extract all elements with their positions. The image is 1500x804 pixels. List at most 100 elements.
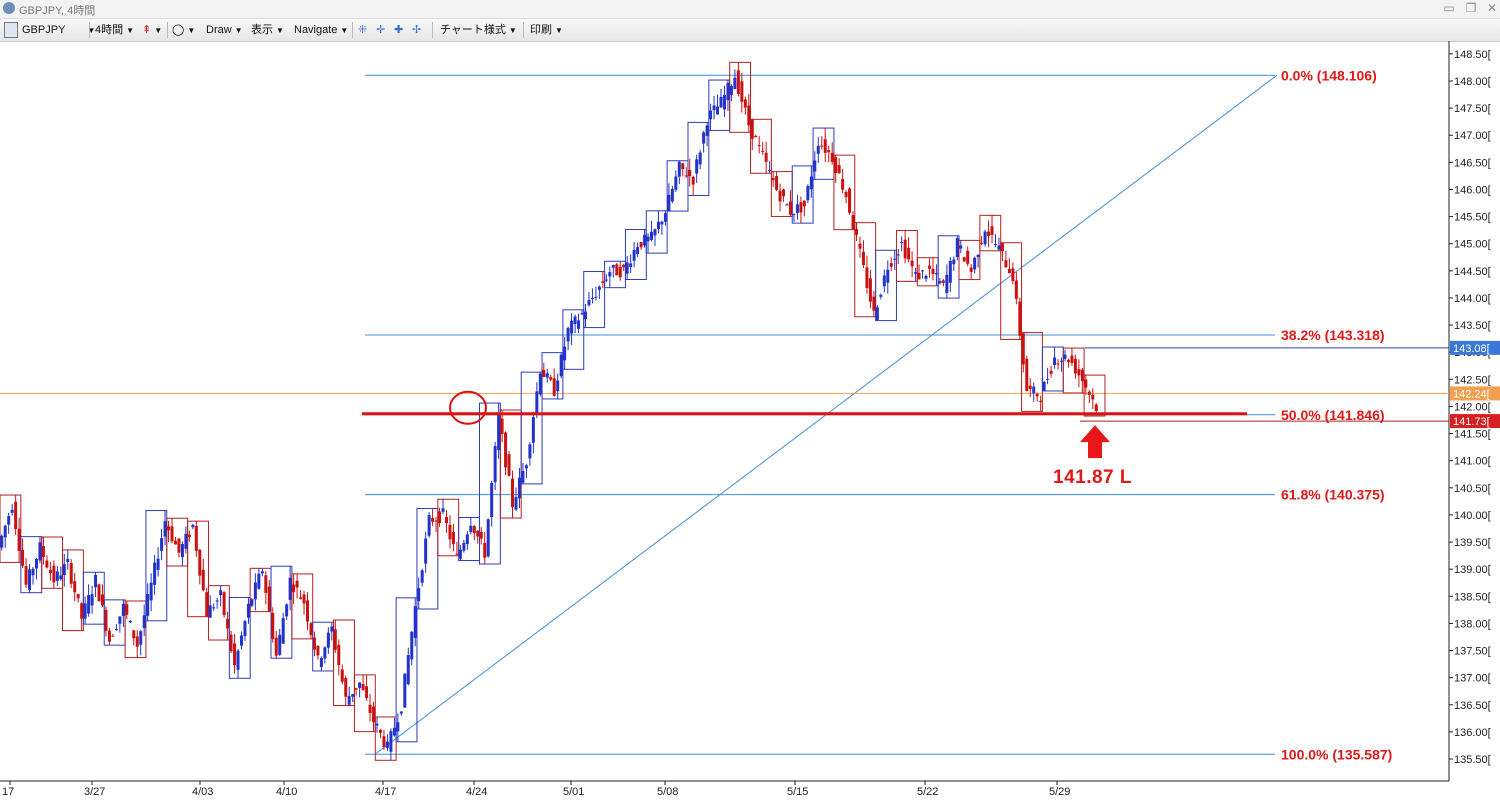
candle-body <box>14 501 18 530</box>
window-title: GBPJPY, 4時間 <box>19 5 96 17</box>
candle-body <box>337 644 341 666</box>
candle-body <box>684 175 688 177</box>
candle-body <box>761 150 765 152</box>
candle-body <box>889 263 893 267</box>
candle-body <box>101 594 105 606</box>
candle-body <box>250 599 254 606</box>
zoom-in-icon[interactable]: ✚ <box>394 24 404 36</box>
range-box <box>958 239 981 281</box>
candle-body <box>420 570 424 583</box>
candle-body <box>41 546 45 557</box>
app-icon <box>3 2 15 14</box>
candle-body <box>903 239 907 259</box>
range-box <box>791 165 814 224</box>
display-menu[interactable]: 表示 ▼ <box>251 24 284 36</box>
candle-body <box>820 145 824 147</box>
candle-body <box>434 520 438 522</box>
candle-body <box>577 320 581 329</box>
candle-body <box>941 280 945 283</box>
candle-body <box>563 346 567 361</box>
candle-body <box>316 646 320 656</box>
y-tick-label: 141.00[ <box>1454 456 1491 468</box>
candle-body <box>48 569 52 574</box>
candle-body <box>253 582 257 600</box>
symbol-dropdown[interactable]: GBPJPY ▼ <box>22 24 96 36</box>
candle-body <box>424 538 428 564</box>
candle-body <box>549 377 553 380</box>
range-box <box>437 498 460 557</box>
candle-body <box>688 170 692 177</box>
candle-body <box>472 526 476 534</box>
candle-body <box>993 243 997 245</box>
candle-body <box>590 297 594 299</box>
candle-body <box>625 262 629 274</box>
price-marker-label: 141.73[ <box>1453 416 1490 428</box>
price-chart-svg[interactable]: 148.50[148.00[147.50[147.00[146.50[146.0… <box>0 41 1500 799</box>
x-tick-label: 5/22 <box>917 786 938 798</box>
candle-body <box>354 688 358 690</box>
candle-body <box>229 634 233 652</box>
draw-menu[interactable]: Draw ▼ <box>206 24 243 36</box>
candle-body <box>882 275 886 287</box>
highlight-circle <box>449 390 487 425</box>
minimize-icon[interactable]: ▭ <box>1443 1 1455 15</box>
close-icon[interactable]: ✕ <box>1486 1 1498 15</box>
candle-body <box>180 543 184 558</box>
candle-body <box>413 606 417 638</box>
candle-body <box>837 165 841 174</box>
chart-style-menu[interactable]: チャート様式 ▼ <box>440 24 517 36</box>
candle-body <box>531 417 535 443</box>
price-marker <box>1450 414 1500 429</box>
candle-body <box>1042 381 1046 391</box>
candle-body <box>632 249 636 261</box>
candle-body <box>663 213 667 222</box>
candle-body <box>80 603 84 619</box>
candle-body <box>246 603 250 618</box>
candle-body <box>490 482 494 518</box>
cross-icon[interactable]: ✛ <box>376 24 386 36</box>
candle-body <box>347 695 351 705</box>
candle-body <box>1000 242 1004 252</box>
candle-body <box>955 238 959 258</box>
candle-body <box>3 525 7 538</box>
timeframe-dropdown[interactable]: 4時間 ▼ <box>95 24 135 36</box>
y-tick-label: 143.50[ <box>1454 320 1491 332</box>
candle-body <box>118 616 122 624</box>
candle-body <box>660 221 664 225</box>
candle-body <box>28 569 32 590</box>
candle-body <box>465 534 469 545</box>
candle-body <box>653 229 657 236</box>
y-tick-label: 144.50[ <box>1454 266 1491 278</box>
range-box <box>541 352 564 400</box>
candle-body <box>153 562 157 585</box>
candle-body <box>691 176 695 185</box>
candle-style-icon[interactable]: ⇞ ▼ <box>142 24 163 36</box>
crosshair-icon[interactable]: ⁜ <box>358 24 368 36</box>
candle-body <box>910 260 914 267</box>
candle-body <box>10 509 14 513</box>
range-box <box>1062 347 1085 394</box>
candle-body <box>597 286 601 290</box>
candle-body <box>114 629 118 631</box>
candle-body <box>125 604 129 615</box>
range-box <box>0 494 22 563</box>
candle-body <box>444 517 448 524</box>
y-tick-label: 142.00[ <box>1454 401 1491 413</box>
ellipse-tool-icon[interactable]: ◯ ▼ <box>172 24 196 36</box>
candle-body <box>34 558 38 569</box>
candle-body <box>1070 355 1074 364</box>
candle-body <box>973 257 977 270</box>
candle-body <box>59 575 63 580</box>
navigate-menu[interactable]: Navigate ▼ <box>294 24 349 36</box>
candle-body <box>778 190 782 202</box>
candle-body <box>785 204 789 206</box>
price-chart[interactable]: 148.50[148.00[147.50[147.00[146.50[146.0… <box>0 41 1500 799</box>
restore-icon[interactable]: ❐ <box>1465 1 1477 15</box>
print-menu[interactable]: 印刷 ▼ <box>530 24 563 36</box>
y-tick-label: 136.50[ <box>1454 700 1491 712</box>
candle-body <box>674 176 678 190</box>
candle-body <box>896 254 900 256</box>
x-tick-label: 5/15 <box>787 786 808 798</box>
candle-body <box>792 213 796 215</box>
zoom-out-icon[interactable]: ✢ <box>412 24 422 36</box>
